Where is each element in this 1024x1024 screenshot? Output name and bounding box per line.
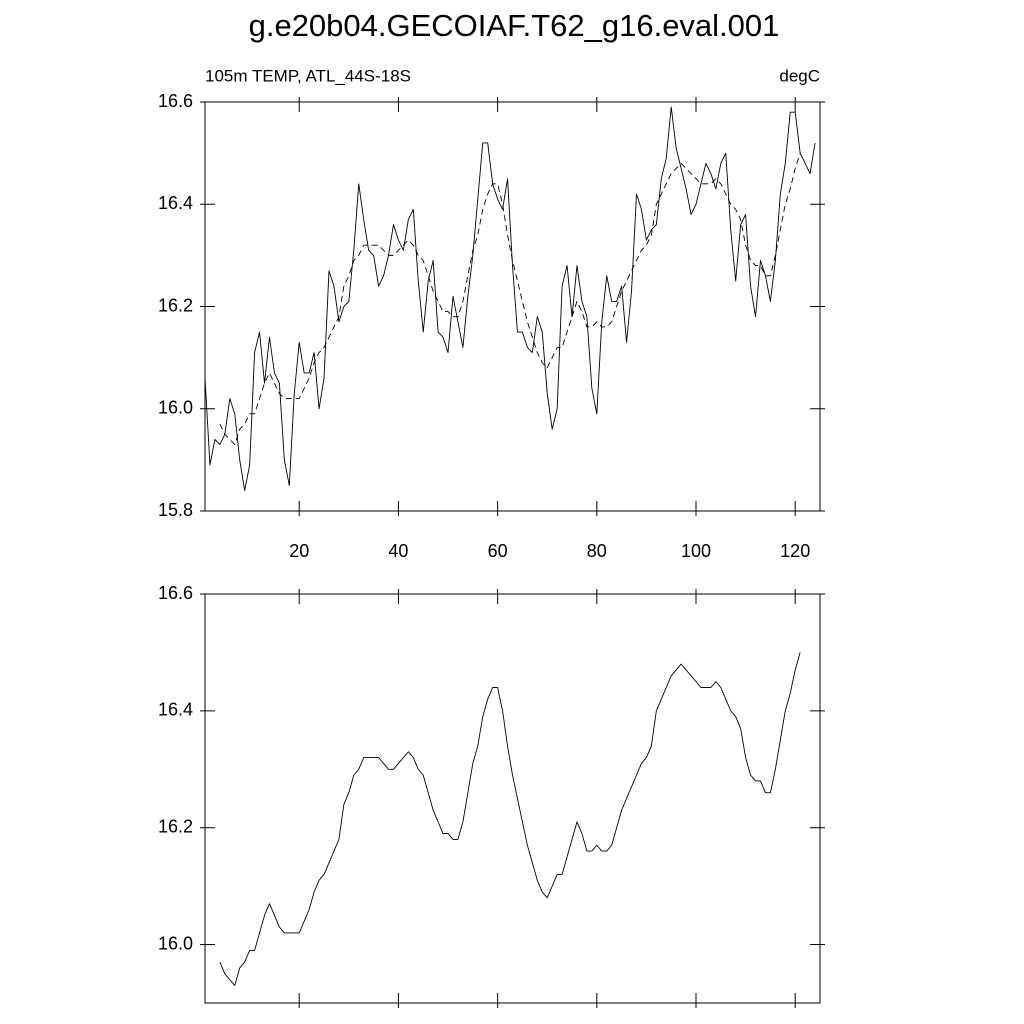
y-tick-label: 16.0	[158, 398, 193, 418]
y-tick-label: 15.8	[158, 500, 193, 520]
x-tick-label: 40	[388, 541, 408, 561]
x-tick-label: 120	[780, 541, 810, 561]
y-tick-label: 16.6	[158, 91, 193, 111]
data-line	[219, 652, 801, 986]
y-tick-label: 16.2	[158, 295, 193, 315]
x-tick-label: 80	[587, 541, 607, 561]
data-line	[219, 152, 801, 445]
y-tick-label: 16.4	[158, 700, 193, 720]
y-tick-label: 16.6	[158, 583, 193, 603]
plot-frame	[204, 593, 821, 1004]
x-tick-label: 100	[681, 541, 711, 561]
subtitle: 105m TEMP, ATL_44S-18S	[205, 66, 411, 85]
y-tick-label: 16.0	[158, 933, 193, 953]
y-tick-label: 16.4	[158, 193, 193, 213]
x-tick-label: 60	[488, 541, 508, 561]
y-tick-label: 16.2	[158, 816, 193, 836]
x-tick-label: 20	[289, 541, 309, 561]
units-label: degC	[779, 66, 820, 85]
figure-title: g.e20b04.GECOIAF.T62_g16.eval.001	[249, 8, 780, 43]
